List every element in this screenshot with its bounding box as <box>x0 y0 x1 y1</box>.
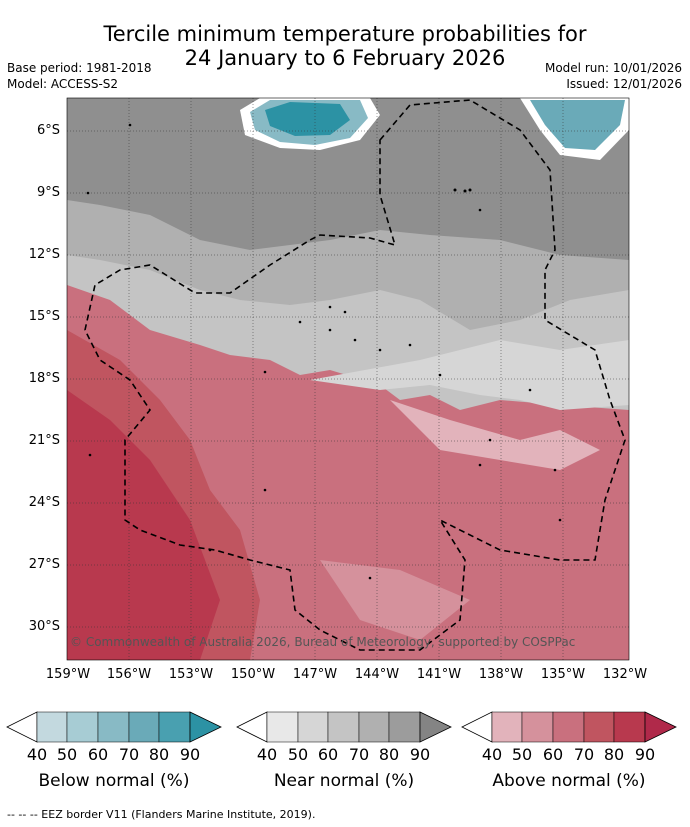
colorbar-near-label: Near normal (%) <box>273 771 415 791</box>
lon-label: 153°W <box>168 667 214 682</box>
colorbar-below-label: Below normal (%) <box>38 771 190 791</box>
eez-legend-footer: -- -- -- EEZ border V11 (Flanders Marine… <box>7 808 316 821</box>
map-frame <box>66 97 630 661</box>
issued-date: Issued: 12/01/2026 <box>566 77 682 91</box>
field-above-core <box>67 390 220 660</box>
colorbar-tick: 70 <box>348 745 370 764</box>
lon-label: 138°W <box>478 667 524 682</box>
meta-left: Base period: 1981-2018 Model: ACCESS-S2 <box>7 60 152 92</box>
model-name: Model: ACCESS-S2 <box>7 77 119 91</box>
lon-label: 135°W <box>540 667 586 682</box>
title-line-1: Tercile minimum temperature probabilitie… <box>103 22 587 46</box>
lat-label: 24°S <box>28 495 60 510</box>
colorbar-near <box>236 711 452 743</box>
lat-label: 18°S <box>28 371 60 386</box>
lat-label: 6°S <box>36 123 60 138</box>
probability-field <box>67 98 629 660</box>
title-line-2: 24 January to 6 February 2026 <box>184 46 506 70</box>
lat-label: 27°S <box>28 557 60 572</box>
colorbar-tick: 80 <box>378 745 400 764</box>
lon-label: 150°W <box>230 667 276 682</box>
colorbar-tick: 70 <box>573 745 595 764</box>
colorbar-tick: 80 <box>148 745 170 764</box>
lon-label: 156°W <box>106 667 152 682</box>
colorbar-tick: 60 <box>317 745 339 764</box>
field-below-1-core <box>265 102 350 136</box>
colorbar-tick: 90 <box>179 745 201 764</box>
colorbar-tick: 50 <box>511 745 533 764</box>
colorbar-tick: 90 <box>634 745 656 764</box>
lat-label: 9°S <box>36 185 60 200</box>
lon-label: 147°W <box>292 667 338 682</box>
graticule <box>67 98 629 660</box>
field-above-light <box>390 400 600 470</box>
lat-label: 30°S <box>28 619 60 634</box>
map-title: Tercile minimum temperature probabilitie… <box>0 22 690 70</box>
lon-label: 141°W <box>416 667 462 682</box>
field-above-light-2 <box>320 560 470 640</box>
colorbar-above-label: Above normal (%) <box>492 771 646 791</box>
islands <box>86 123 562 580</box>
colorbar-tick: 60 <box>542 745 564 764</box>
colorbar-tick: 70 <box>118 745 140 764</box>
eez-border <box>84 99 626 651</box>
lon-label: 132°W <box>602 667 648 682</box>
colorbar-tick: 90 <box>409 745 431 764</box>
colorbar-tick: 40 <box>26 745 48 764</box>
model-run: Model run: 10/01/2026 <box>544 61 682 75</box>
colorbar-tick: 50 <box>56 745 78 764</box>
lat-label: 15°S <box>28 309 60 324</box>
meta-right: Model run: 10/01/2026 Issued: 12/01/2026 <box>545 60 682 92</box>
colorbar-tick: 40 <box>481 745 503 764</box>
colorbar-tick: 50 <box>287 745 309 764</box>
lat-label: 12°S <box>28 247 60 262</box>
colorbar-below <box>6 711 222 743</box>
field-near-pale <box>310 340 629 410</box>
colorbar-above <box>461 711 677 743</box>
lat-label: 21°S <box>28 433 60 448</box>
field-below-2 <box>530 100 625 150</box>
lon-label: 159°W <box>45 667 91 682</box>
lon-label: 144°W <box>354 667 400 682</box>
field-near-dark <box>67 98 629 260</box>
colorbar-tick: 40 <box>256 745 278 764</box>
colorbar-tick: 60 <box>87 745 109 764</box>
base-period: Base period: 1981-2018 <box>7 61 152 75</box>
colorbar-tick: 80 <box>603 745 625 764</box>
copyright-text: © Commonwealth of Australia 2026, Bureau… <box>70 635 575 649</box>
